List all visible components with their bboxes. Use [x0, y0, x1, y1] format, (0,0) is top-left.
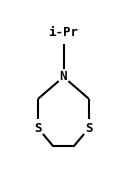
Text: S: S: [85, 122, 93, 135]
Text: i-Pr: i-Pr: [49, 26, 78, 40]
Text: S: S: [34, 122, 42, 135]
Text: N: N: [60, 70, 67, 83]
